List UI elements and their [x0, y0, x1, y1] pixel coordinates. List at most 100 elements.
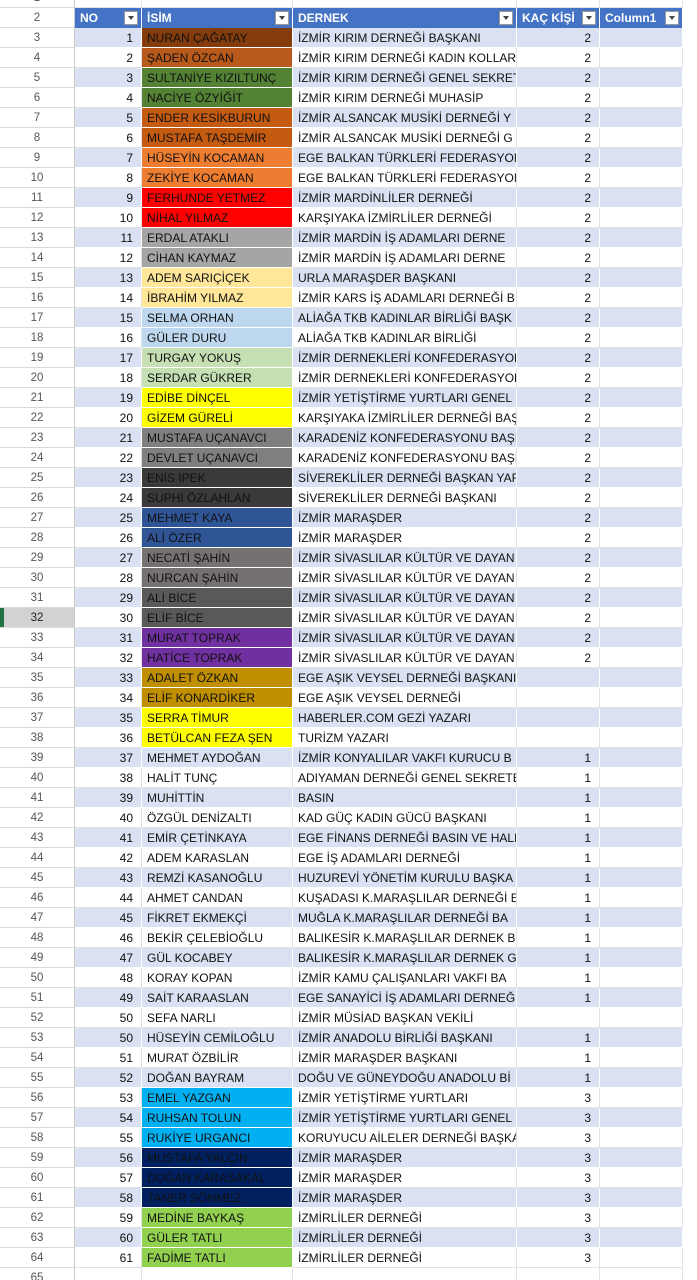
row-header[interactable]: 53 — [0, 1028, 75, 1048]
row-header[interactable]: 41 — [0, 788, 75, 808]
row-header[interactable]: 50 — [0, 968, 75, 988]
row-header[interactable]: 11 — [0, 188, 75, 208]
organization-cell: DOĞU VE GÜNEYDOĞU ANADOLU Bİ — [293, 1068, 517, 1088]
row-header[interactable]: 15 — [0, 268, 75, 288]
row-header[interactable]: 30 — [0, 568, 75, 588]
row-header[interactable]: 64 — [0, 1248, 75, 1268]
filter-button[interactable] — [124, 11, 138, 25]
row-header[interactable]: 54 — [0, 1048, 75, 1068]
row-header[interactable]: 18 — [0, 328, 75, 348]
row-header[interactable]: 14 — [0, 248, 75, 268]
row-header[interactable]: 7 — [0, 108, 75, 128]
row-header[interactable]: 46 — [0, 888, 75, 908]
empty-cell — [600, 628, 683, 648]
name-cell: SULTANİYE KIZILTUNÇ — [142, 68, 293, 88]
row-header[interactable]: 63 — [0, 1228, 75, 1248]
row-header[interactable]: 3 — [0, 28, 75, 48]
organization-cell: EGE BALKAN TÜRKLERİ FEDERASYON — [293, 148, 517, 168]
row-header[interactable]: 59 — [0, 1148, 75, 1168]
count-cell: 1 — [517, 928, 600, 948]
row-header[interactable]: 25 — [0, 468, 75, 488]
row-header[interactable]: 65 — [0, 1268, 75, 1280]
row-header[interactable]: 20 — [0, 368, 75, 388]
name-cell: GİZEM GÜRELİ — [142, 408, 293, 428]
row-header[interactable]: 13 — [0, 228, 75, 248]
count-cell: 2 — [517, 508, 600, 528]
count-cell: 1 — [517, 968, 600, 988]
row-header[interactable]: 33 — [0, 628, 75, 648]
row-header[interactable]: 44 — [0, 848, 75, 868]
row-header[interactable]: 16 — [0, 288, 75, 308]
number-cell: 13 — [75, 268, 142, 288]
row-header[interactable]: 4 — [0, 48, 75, 68]
row-header[interactable]: 48 — [0, 928, 75, 948]
row-header[interactable]: 17 — [0, 308, 75, 328]
filter-button[interactable] — [665, 11, 679, 25]
filter-button[interactable] — [275, 11, 289, 25]
filter-button[interactable] — [582, 11, 596, 25]
organization-cell: KUŞADASI K.MARAŞLILAR DERNEĞİ E — [293, 888, 517, 908]
row-header[interactable]: 26 — [0, 488, 75, 508]
count-cell: 3 — [517, 1188, 600, 1208]
organization-cell: İZMİR MARAŞDER — [293, 1148, 517, 1168]
row-header[interactable]: 62 — [0, 1208, 75, 1228]
row-header[interactable]: 28 — [0, 528, 75, 548]
empty-cell — [600, 848, 683, 868]
row-header[interactable]: 37 — [0, 708, 75, 728]
row-header[interactable]: 40 — [0, 768, 75, 788]
row-header[interactable]: 47 — [0, 908, 75, 928]
row-header[interactable]: 5 — [0, 68, 75, 88]
organization-cell: İZMİR MARAŞDER — [293, 1188, 517, 1208]
empty-cell — [600, 828, 683, 848]
row-header[interactable]: 39 — [0, 748, 75, 768]
row-header[interactable]: 29 — [0, 548, 75, 568]
row-header[interactable]: 12 — [0, 208, 75, 228]
row-header[interactable]: 52 — [0, 1008, 75, 1028]
empty-cell — [600, 1048, 683, 1068]
organization-cell: İZMİR SİVASLILAR KÜLTÜR VE DAYAN — [293, 588, 517, 608]
empty-cell — [75, 1268, 142, 1280]
row-header[interactable]: 10 — [0, 168, 75, 188]
count-cell: 1 — [517, 908, 600, 928]
row-header[interactable]: 31 — [0, 588, 75, 608]
count-cell: 1 — [517, 748, 600, 768]
number-cell: 31 — [75, 628, 142, 648]
row-header[interactable]: 38 — [0, 728, 75, 748]
row-header[interactable]: 24 — [0, 448, 75, 468]
row-header[interactable]: 9 — [0, 148, 75, 168]
row-header[interactable]: 21 — [0, 388, 75, 408]
row-header[interactable]: 22 — [0, 408, 75, 428]
row-header[interactable]: 8 — [0, 128, 75, 148]
row-header[interactable]: 32 — [0, 608, 75, 628]
row-header[interactable]: 60 — [0, 1168, 75, 1188]
count-cell: 2 — [517, 408, 600, 428]
count-cell: 2 — [517, 328, 600, 348]
name-cell: HÜSEYİN CEMİLOĞLU — [142, 1028, 293, 1048]
row-header[interactable]: 19 — [0, 348, 75, 368]
empty-cell — [600, 288, 683, 308]
row-header[interactable]: 34 — [0, 648, 75, 668]
row-header[interactable]: 57 — [0, 1108, 75, 1128]
count-cell: 2 — [517, 188, 600, 208]
row-header[interactable]: 35 — [0, 668, 75, 688]
row-header[interactable]: 45 — [0, 868, 75, 888]
row-header[interactable]: 27 — [0, 508, 75, 528]
row-header[interactable]: 6 — [0, 88, 75, 108]
filter-button[interactable] — [499, 11, 513, 25]
row-header[interactable]: 43 — [0, 828, 75, 848]
row-header[interactable]: 61 — [0, 1188, 75, 1208]
name-cell: EMEL YAZGAN — [142, 1088, 293, 1108]
row-header[interactable]: 36 — [0, 688, 75, 708]
row-header[interactable]: 56 — [0, 1088, 75, 1108]
table-header-cell: İSİM — [142, 8, 293, 28]
row-header[interactable]: 23 — [0, 428, 75, 448]
row-header[interactable]: 49 — [0, 948, 75, 968]
row-header[interactable]: 2 — [0, 8, 75, 28]
number-cell: 24 — [75, 488, 142, 508]
count-cell: 2 — [517, 548, 600, 568]
row-header[interactable]: 58 — [0, 1128, 75, 1148]
row-header[interactable]: 42 — [0, 808, 75, 828]
row-header[interactable]: 1 — [0, 0, 75, 8]
row-header[interactable]: 51 — [0, 988, 75, 1008]
row-header[interactable]: 55 — [0, 1068, 75, 1088]
